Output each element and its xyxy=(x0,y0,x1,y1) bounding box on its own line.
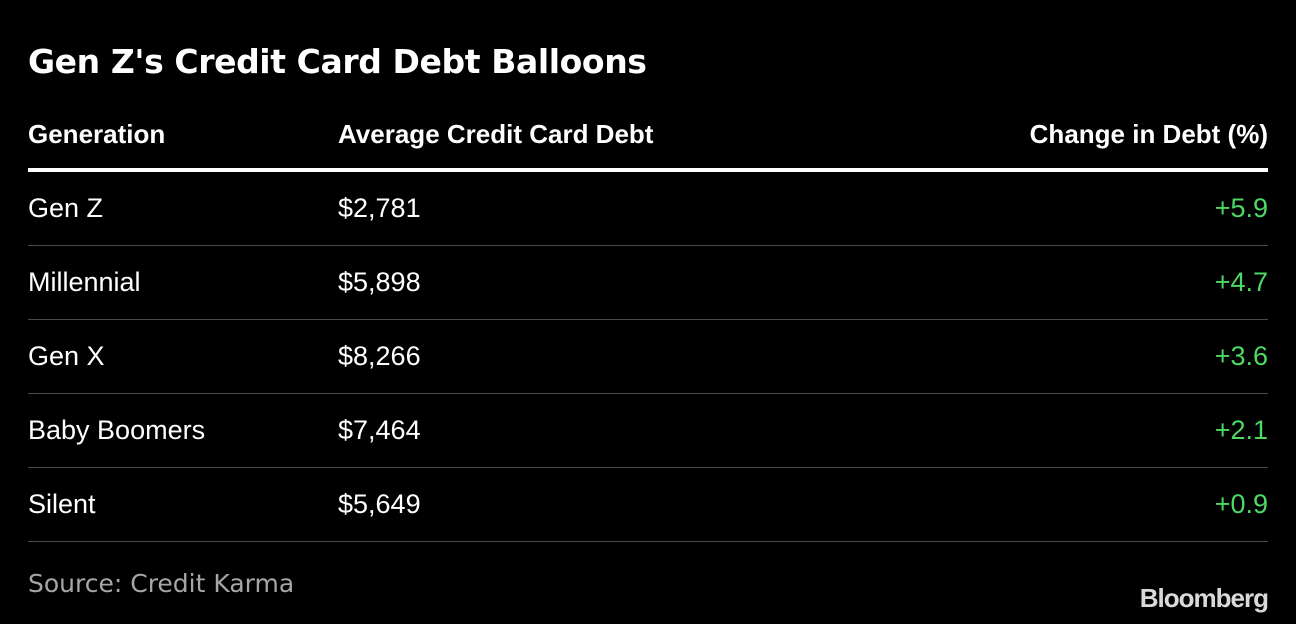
table-row: Millennial $5,898 +4.7 xyxy=(28,246,1268,320)
column-header-change: Change in Debt (%) xyxy=(1029,119,1268,149)
table-row: Gen Z $2,781 +5.9 xyxy=(28,172,1268,246)
cell-change: +2.1 xyxy=(1214,415,1268,445)
table-header: Generation Average Credit Card Debt Chan… xyxy=(28,98,1268,172)
cell-change: +3.6 xyxy=(1214,341,1268,371)
table-row: Baby Boomers $7,464 +2.1 xyxy=(28,394,1268,468)
cell-change: +5.9 xyxy=(1214,193,1268,223)
table-row: Silent $5,649 +0.9 xyxy=(28,468,1268,542)
bloomberg-logo: Bloomberg xyxy=(1139,583,1269,613)
cell-debt: $5,649 xyxy=(338,489,421,519)
cell-debt: $2,781 xyxy=(338,193,421,223)
column-header-debt: Average Credit Card Debt xyxy=(338,119,654,149)
cell-generation: Gen X xyxy=(28,341,105,371)
column-header-generation: Generation xyxy=(28,119,166,149)
cell-generation: Millennial xyxy=(28,267,141,297)
data-table: Generation Average Credit Card Debt Chan… xyxy=(28,98,1268,542)
source-note: Source: Credit Karma xyxy=(28,569,295,598)
cell-change: +4.7 xyxy=(1214,267,1268,297)
cell-generation: Baby Boomers xyxy=(28,415,206,445)
cell-debt: $7,464 xyxy=(338,415,421,445)
chart-title: Gen Z's Credit Card Debt Balloons xyxy=(28,42,647,81)
cell-debt: $5,898 xyxy=(338,267,421,297)
cell-debt: $8,266 xyxy=(338,341,421,371)
cell-generation: Silent xyxy=(28,489,96,519)
cell-generation: Gen Z xyxy=(28,193,104,223)
cell-change: +0.9 xyxy=(1214,489,1268,519)
table-row: Gen X $8,266 +3.6 xyxy=(28,320,1268,394)
